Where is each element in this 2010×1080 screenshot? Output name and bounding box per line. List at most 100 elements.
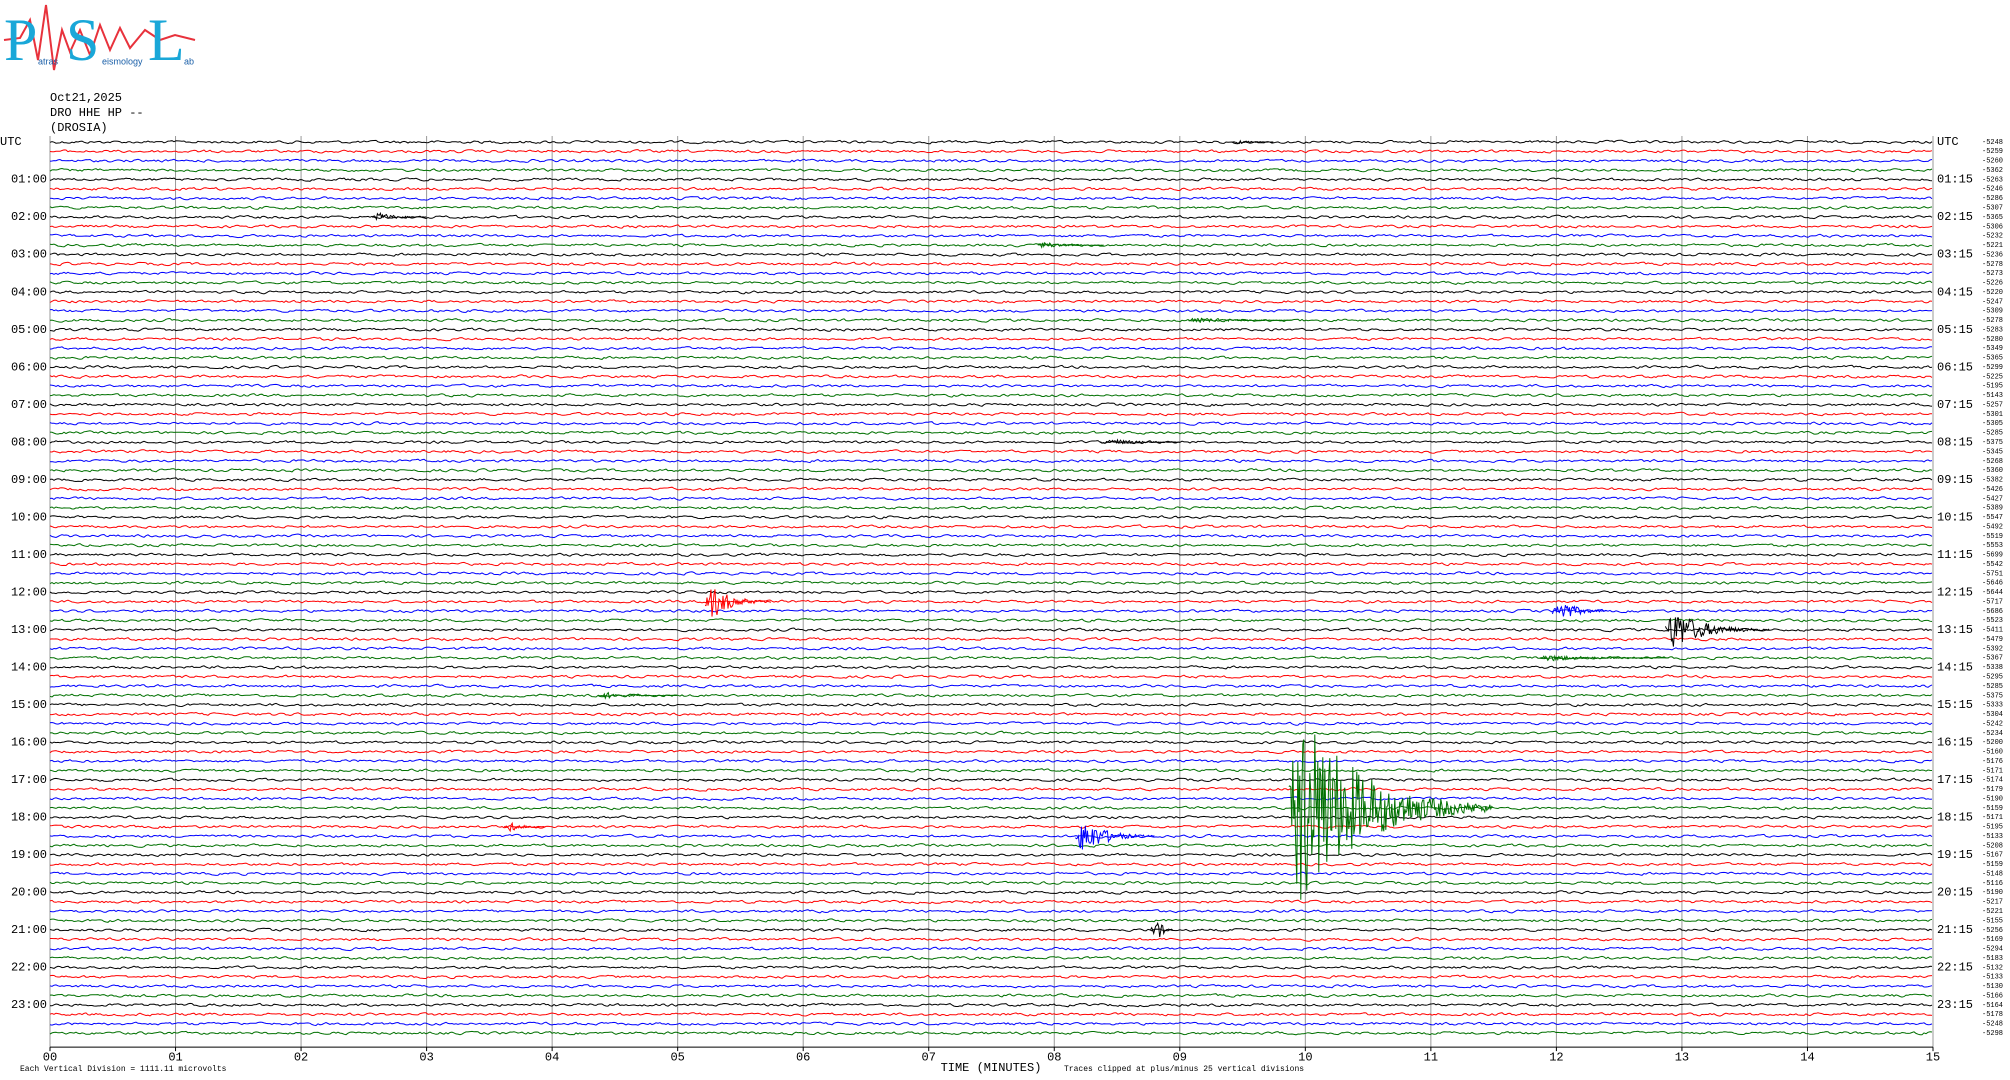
trace <box>49 524 1933 530</box>
trace <box>49 805 1933 811</box>
left-time-label: 13:00 <box>11 623 47 637</box>
trace <box>49 796 1933 801</box>
trace <box>49 561 1933 567</box>
right-time-label: 13:15 <box>1937 623 1973 637</box>
trace <box>49 749 1933 755</box>
row-label: -5248 <box>1982 1021 2003 1029</box>
row-label: -5242 <box>1982 720 2003 728</box>
right-time-label: 11:15 <box>1937 548 1973 562</box>
trace <box>49 693 1933 698</box>
row-label: -5155 <box>1982 917 2003 925</box>
x-tick-label: 06 <box>796 1050 810 1064</box>
trace <box>49 402 1933 407</box>
row-label: -5159 <box>1982 861 2003 869</box>
x-tick-label: 04 <box>545 1050 559 1064</box>
trace <box>49 467 1933 473</box>
row-label: -5132 <box>1982 964 2003 972</box>
trace <box>49 674 1933 679</box>
right-time-label: 08:15 <box>1937 435 1973 449</box>
row-label: -5285 <box>1982 683 2003 691</box>
row-label: -5190 <box>1982 889 2003 897</box>
seismic-event <box>1539 654 1669 662</box>
seismic-event <box>1150 921 1174 938</box>
row-label: -5349 <box>1982 345 2003 353</box>
trace <box>49 346 1933 351</box>
trace <box>49 139 1933 145</box>
trace <box>49 721 1933 726</box>
row-label: -5333 <box>1982 702 2003 710</box>
left-time-label: 16:00 <box>11 735 47 749</box>
x-tick-label: 00 <box>43 1050 57 1064</box>
trace <box>49 214 1933 220</box>
row-label: -5232 <box>1982 233 2003 241</box>
row-label: -5195 <box>1982 383 2003 391</box>
right-time-label: 16:15 <box>1937 735 1973 749</box>
row-label: -5273 <box>1982 270 2003 278</box>
left-time-label: 01:00 <box>11 173 47 187</box>
trace <box>49 421 1933 426</box>
right-time-label: 18:15 <box>1937 811 1973 825</box>
row-label: -5367 <box>1982 655 2003 663</box>
x-tick-label: 08 <box>1047 1050 1061 1064</box>
row-label: -5268 <box>1982 458 2003 466</box>
x-tick-label: 01 <box>168 1050 182 1064</box>
trace <box>49 299 1933 304</box>
left-time-label: 08:00 <box>11 435 47 449</box>
trace <box>49 899 1933 905</box>
logo-word: eismology <box>102 56 143 66</box>
row-label: -5247 <box>1982 298 2003 306</box>
row-label: -5200 <box>1982 739 2003 747</box>
row-label: -5220 <box>1982 289 2003 297</box>
trace <box>49 608 1933 614</box>
x-axis-label: TIME (MINUTES) <box>941 1061 1042 1075</box>
row-label: -5338 <box>1982 664 2003 672</box>
trace <box>49 1021 1933 1027</box>
right-time-label: UTC <box>1937 135 1959 149</box>
trace <box>49 514 1933 520</box>
row-label: -5479 <box>1982 636 2003 644</box>
trace <box>49 871 1933 876</box>
clip-note: Traces clipped at plus/minus 25 vertical… <box>1064 1065 1304 1074</box>
trace <box>49 177 1933 182</box>
trace <box>49 327 1933 332</box>
trace <box>49 852 1933 858</box>
row-label: -5365 <box>1982 355 2003 363</box>
row-label: -5542 <box>1982 561 2003 569</box>
row-label: -5686 <box>1982 608 2003 616</box>
trace <box>49 955 1933 961</box>
trace <box>49 758 1933 764</box>
row-label: -5259 <box>1982 148 2003 156</box>
trace <box>49 683 1933 689</box>
row-label: -5225 <box>1982 373 2003 381</box>
trace <box>49 739 1933 745</box>
row-label: -5389 <box>1982 505 2003 513</box>
x-tick-label: 02 <box>294 1050 308 1064</box>
right-time-label: 04:15 <box>1937 285 1973 299</box>
right-time-label: 21:15 <box>1937 923 1973 937</box>
row-label: -5295 <box>1982 674 2003 682</box>
trace <box>49 599 1933 604</box>
trace <box>49 993 1933 998</box>
trace <box>49 702 1933 708</box>
logo-letter: S <box>66 7 99 73</box>
trace <box>49 233 1933 239</box>
logo-word: atras <box>38 56 59 66</box>
trace <box>50 936 1933 942</box>
row-label: -5236 <box>1982 251 2003 259</box>
row-label: -5307 <box>1982 205 2003 213</box>
trace <box>49 308 1933 314</box>
seismic-event <box>372 211 427 222</box>
logo-squiggle <box>3 4 196 71</box>
x-tick-label: 14 <box>1800 1050 1814 1064</box>
trace <box>49 786 1933 792</box>
trace <box>49 149 1933 154</box>
x-tick-label: 11 <box>1424 1050 1438 1064</box>
row-label: -5169 <box>1982 936 2003 944</box>
trace <box>50 861 1933 867</box>
x-tick-label: 03 <box>419 1050 433 1064</box>
trace <box>49 918 1933 923</box>
trace <box>50 711 1933 717</box>
trace <box>49 486 1933 492</box>
left-time-label: 21:00 <box>11 923 47 937</box>
